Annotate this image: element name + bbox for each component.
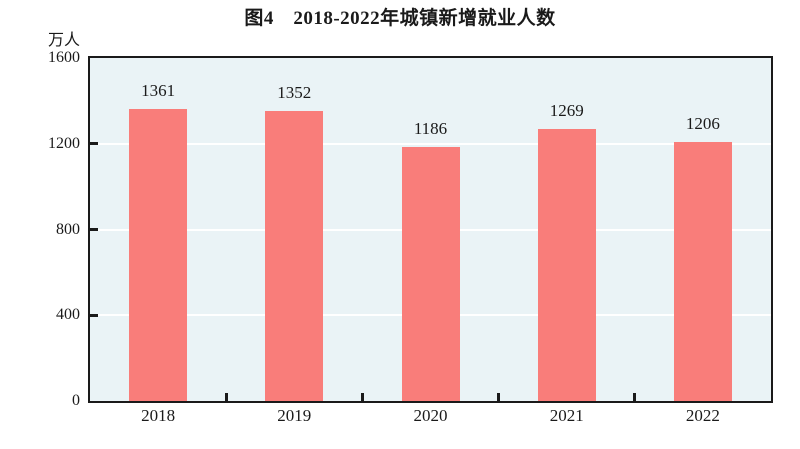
x-axis-tick: [497, 393, 501, 401]
y-tick-label: 1200: [48, 134, 80, 152]
bar: [537, 129, 596, 401]
bar-value-label: 1206: [685, 114, 720, 133]
bar: [129, 109, 188, 401]
bar-value-label: 1361: [141, 81, 176, 100]
bar: [673, 142, 732, 401]
x-axis-tick: [633, 393, 637, 401]
x-tick-label: 2022: [685, 406, 720, 425]
y-tick-label: 400: [56, 306, 80, 324]
y-tick-label: 0: [72, 392, 80, 409]
bar-value-label: 1269: [549, 101, 584, 120]
y-tick-label: 1600: [48, 49, 80, 66]
y-tick-label: 800: [56, 220, 80, 238]
bar: [265, 111, 324, 401]
y-axis-tick: [90, 228, 98, 231]
gridline: [90, 142, 771, 145]
x-axis-tick: [224, 393, 228, 401]
x-tick-label: 2018: [141, 406, 176, 425]
y-axis-tick: [90, 142, 98, 146]
x-tick-label: 2020: [413, 406, 448, 425]
bar-value-label: 1186: [413, 119, 448, 138]
x-tick-label: 2019: [277, 406, 312, 425]
plot-area: 1361 1352 1186 1269 1206: [88, 56, 773, 403]
bar-value-label: 1352: [277, 83, 312, 102]
y-axis-unit-label: 万人: [47, 32, 80, 49]
x-tick-label: 2021: [549, 406, 584, 425]
bar: [401, 147, 460, 401]
chart-title: 图4 2018-2022年城镇新增就业人数: [244, 8, 556, 29]
y-axis-tick: [90, 313, 98, 317]
x-axis-tick: [360, 393, 364, 401]
